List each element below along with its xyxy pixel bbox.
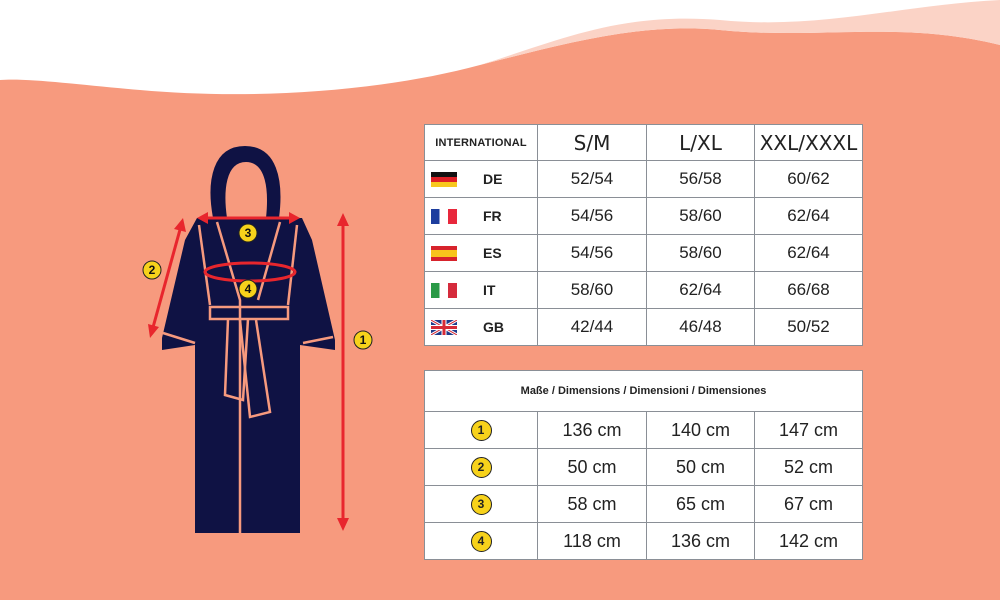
uk-flag-icon (431, 319, 457, 335)
badge-4-icon: 4 (470, 530, 492, 552)
table-row: ES 54/56 58/60 62/64 (424, 234, 863, 272)
cell: 136 cm (646, 522, 755, 560)
measurement-arrows (148, 212, 349, 531)
svg-text:2: 2 (149, 263, 156, 277)
badge-4-icon: 4 (238, 279, 258, 299)
cell: 65 cm (646, 485, 755, 523)
badge-1-icon: 1 (353, 330, 373, 350)
cell: 62/64 (646, 271, 755, 309)
dimensions-header: Maße / Dimensions / Dimensioni / Dimensi… (423, 370, 864, 412)
cell: 54/56 (537, 234, 647, 272)
country-code: DE (483, 171, 503, 187)
table-row: DE 52/54 56/58 60/62 (424, 160, 863, 198)
spain-flag-icon (431, 245, 457, 261)
robe-hood (208, 143, 283, 219)
cell: 50/52 (754, 308, 863, 346)
table-row: 3 58 cm 65 cm 67 cm (424, 485, 864, 523)
international-size-table: INTERNATIONAL S/M L/XL XXL/XXXL DE 52/54… (424, 124, 863, 346)
cell: 58/60 (646, 234, 755, 272)
italy-flag-icon (431, 282, 457, 298)
badge-2-icon: 2 (142, 260, 162, 280)
top-wave (0, 0, 1000, 95)
cell: 140 cm (646, 411, 755, 449)
cell: 58/60 (537, 271, 647, 309)
country-code: IT (483, 282, 496, 298)
cell: 67 cm (753, 485, 864, 523)
table-row: 4 118 cm 136 cm 142 cm (424, 522, 864, 560)
svg-text:1: 1 (360, 333, 367, 347)
robe-body (162, 218, 335, 533)
cell: 52 cm (753, 448, 864, 486)
cell: 52/54 (537, 160, 647, 198)
table-row: FR 54/56 58/60 62/64 (424, 197, 863, 235)
badge-1-icon: 1 (470, 419, 492, 441)
cell: 42/44 (537, 308, 647, 346)
table-row: 2 50 cm 50 cm 52 cm (424, 448, 864, 486)
cell: 118 cm (537, 522, 647, 560)
country-code: FR (483, 208, 502, 224)
cell: 62/64 (754, 197, 863, 235)
table-row: IT 58/60 62/64 66/68 (424, 271, 863, 309)
cell: 147 cm (753, 411, 864, 449)
table-row: GB 42/44 46/48 50/52 (424, 308, 863, 346)
cell: 58/60 (646, 197, 755, 235)
cell: 50 cm (537, 448, 647, 486)
size-lxl: L/XL (646, 124, 755, 161)
cell: 142 cm (753, 522, 864, 560)
cell: 66/68 (754, 271, 863, 309)
cell: 62/64 (754, 234, 863, 272)
size-sm: S/M (537, 124, 647, 161)
country-code: ES (483, 245, 502, 261)
size-header-row: INTERNATIONAL S/M L/XL XXL/XXXL (424, 124, 863, 161)
table-row: 1 136 cm 140 cm 147 cm (424, 411, 864, 449)
size-xxl: XXL/XXXL (754, 124, 863, 161)
country-code: GB (483, 319, 504, 335)
sleeve-arrow (150, 225, 183, 332)
cell: 50 cm (646, 448, 755, 486)
measurement-badges: 1 2 3 4 (142, 223, 373, 350)
badge-3-icon: 3 (470, 493, 492, 515)
badge-3-icon: 3 (238, 223, 258, 243)
cell: 136 cm (537, 411, 647, 449)
international-header: INTERNATIONAL (424, 124, 538, 161)
dimensions-table: Maße / Dimensions / Dimensioni / Dimensi… (423, 370, 864, 560)
svg-text:4: 4 (245, 282, 252, 296)
france-flag-icon (431, 208, 457, 224)
bathrobe-illustration (162, 143, 335, 533)
cell: 46/48 (646, 308, 755, 346)
cell: 56/58 (646, 160, 755, 198)
cell: 60/62 (754, 160, 863, 198)
cell: 58 cm (537, 485, 647, 523)
cell: 54/56 (537, 197, 647, 235)
badge-2-icon: 2 (470, 456, 492, 478)
germany-flag-icon (431, 171, 457, 187)
svg-text:3: 3 (245, 226, 252, 240)
top-wave-tint (480, 0, 1000, 65)
